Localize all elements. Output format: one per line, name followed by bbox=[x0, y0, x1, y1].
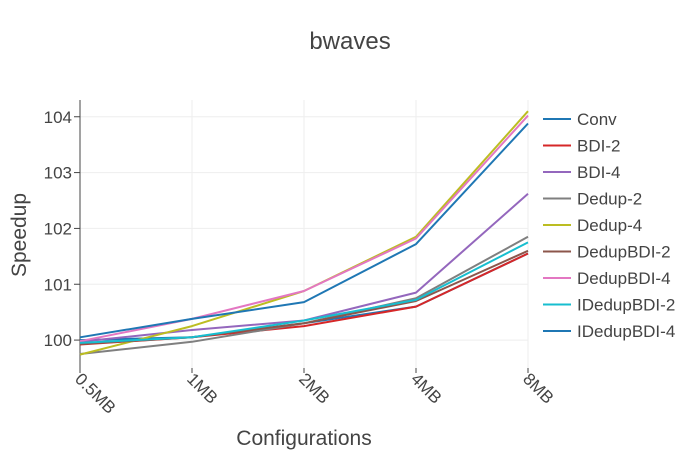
x-tick-label: 2MB bbox=[295, 369, 333, 407]
legend-label: Dedup-2 bbox=[577, 190, 642, 209]
legend-item-bdi-2[interactable]: BDI-2 bbox=[543, 137, 620, 156]
x-tick-label: 4MB bbox=[407, 369, 445, 407]
legend-item-dedupbdi-2[interactable]: DedupBDI-2 bbox=[543, 243, 671, 262]
series-line-idedupbdi-2 bbox=[79, 241, 529, 344]
y-tick-label: 102 bbox=[44, 219, 72, 238]
x-axis-title: Configurations bbox=[236, 427, 371, 450]
legend-label: DedupBDI-2 bbox=[577, 243, 671, 262]
y-tick-label: 103 bbox=[44, 164, 72, 183]
chart-title: bwaves bbox=[309, 28, 390, 55]
y-axis-title: Speedup bbox=[8, 193, 31, 277]
axes: 100 101 102 103 104 0.5MB 1MB 2MB 4MB 8MB bbox=[44, 100, 557, 418]
y-tick-label: 104 bbox=[44, 108, 72, 127]
series-line-dedupbdi-4 bbox=[79, 114, 529, 343]
legend: Conv BDI-2 BDI-4 Dedup-2 Dedup-4 DedupBDI-2 De… bbox=[543, 110, 675, 341]
legend-item-bdi-4[interactable]: BDI-4 bbox=[543, 163, 620, 182]
legend-label: IDedupBDI-4 bbox=[577, 322, 675, 341]
legend-label: BDI-2 bbox=[577, 137, 620, 156]
legend-item-dedupbdi-4[interactable]: DedupBDI-4 bbox=[543, 269, 671, 288]
legend-label: Dedup-4 bbox=[577, 216, 642, 235]
x-tick-label: 8MB bbox=[519, 369, 557, 407]
legend-label: IDedupBDI-2 bbox=[577, 296, 675, 315]
legend-item-idedupbdi-2[interactable]: IDedupBDI-2 bbox=[543, 296, 675, 315]
legend-item-conv[interactable]: Conv bbox=[543, 110, 617, 129]
y-tick-label: 101 bbox=[44, 275, 72, 294]
legend-label: Conv bbox=[577, 110, 617, 129]
x-tick-label: 0.5MB bbox=[71, 369, 119, 417]
legend-label: BDI-4 bbox=[577, 163, 620, 182]
x-tick-label: 1MB bbox=[183, 369, 221, 407]
legend-item-dedup-2[interactable]: Dedup-2 bbox=[543, 190, 642, 209]
series-lines bbox=[79, 110, 529, 356]
legend-label: DedupBDI-4 bbox=[577, 269, 671, 288]
series-line-idedupbdi-4 bbox=[79, 122, 529, 339]
legend-item-idedupbdi-4[interactable]: IDedupBDI-4 bbox=[543, 322, 675, 341]
legend-item-dedup-4[interactable]: Dedup-4 bbox=[543, 216, 642, 235]
y-tick-label: 100 bbox=[44, 331, 72, 350]
